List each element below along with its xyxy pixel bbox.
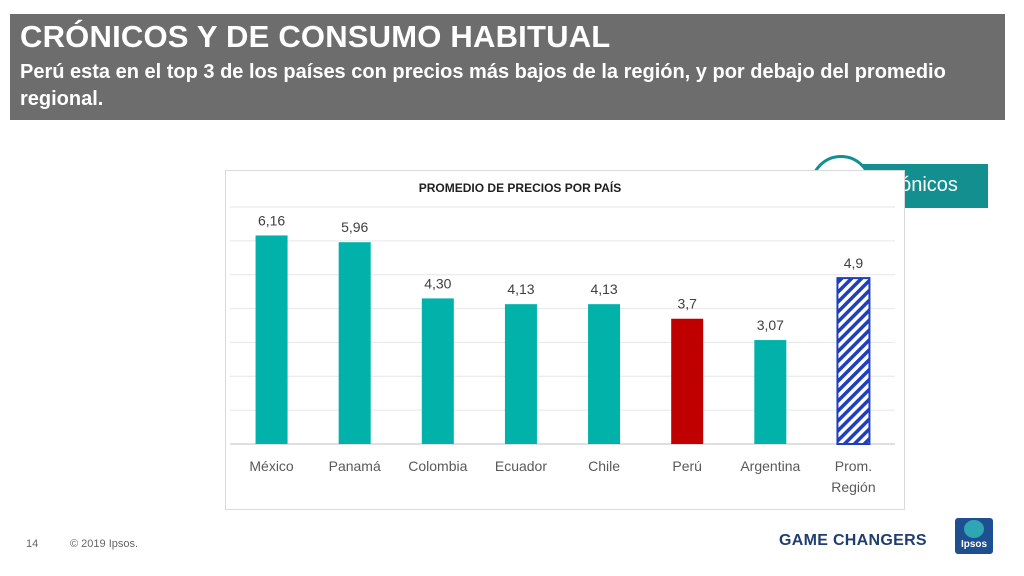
bar-2 bbox=[421, 298, 454, 444]
category-label: México bbox=[249, 458, 294, 474]
bar-0 bbox=[255, 235, 288, 444]
bar-value-label: 4,9 bbox=[844, 255, 864, 271]
chart-title: PROMEDIO DE PRECIOS POR PAÍS bbox=[419, 180, 621, 195]
bar-value-label: 3,7 bbox=[677, 296, 697, 312]
bar-value-label: 4,30 bbox=[424, 275, 451, 291]
chart-frame bbox=[225, 170, 905, 510]
page-number: 14 bbox=[26, 538, 39, 550]
ipsos-logo: Ipsos bbox=[955, 518, 993, 554]
bar-5 bbox=[671, 318, 704, 444]
logo-text: Ipsos bbox=[960, 539, 988, 550]
bar-7 bbox=[836, 277, 871, 445]
bar-value-label: 3,07 bbox=[757, 317, 784, 333]
copyright: © 2019 Ipsos. bbox=[70, 538, 139, 550]
logo-bubble-icon bbox=[964, 520, 984, 538]
category-label: Panamá bbox=[329, 458, 381, 474]
category-label: Perú bbox=[672, 458, 702, 474]
brand-tagline: GAME CHANGERS bbox=[779, 532, 927, 549]
bar-4 bbox=[588, 304, 621, 444]
bar-chart: PROMEDIO DE PRECIOS POR PAÍS 6,16 México 5… bbox=[225, 170, 905, 510]
bar-6 bbox=[754, 340, 787, 444]
category-label: Ecuador bbox=[495, 458, 547, 474]
category-label: Argentina bbox=[740, 458, 800, 474]
bar-3 bbox=[504, 304, 537, 444]
bar-value-label: 5,96 bbox=[341, 219, 368, 235]
bar-value-label: 6,16 bbox=[258, 212, 285, 228]
bar-value-label: 4,13 bbox=[590, 281, 617, 297]
bar-value-label: 4,13 bbox=[507, 281, 534, 297]
category-label: Chile bbox=[588, 458, 620, 474]
bar-1 bbox=[338, 242, 371, 444]
page-title: CRÓNICOS Y DE CONSUMO HABITUAL bbox=[20, 19, 611, 54]
page-subtitle: Perú esta en el top 3 de los países con … bbox=[20, 61, 946, 110]
title-banner: CRÓNICOS Y DE CONSUMO HABITUAL Perú esta… bbox=[10, 14, 1005, 120]
category-label: Colombia bbox=[408, 458, 467, 474]
category-label: Prom. Región bbox=[831, 458, 875, 495]
